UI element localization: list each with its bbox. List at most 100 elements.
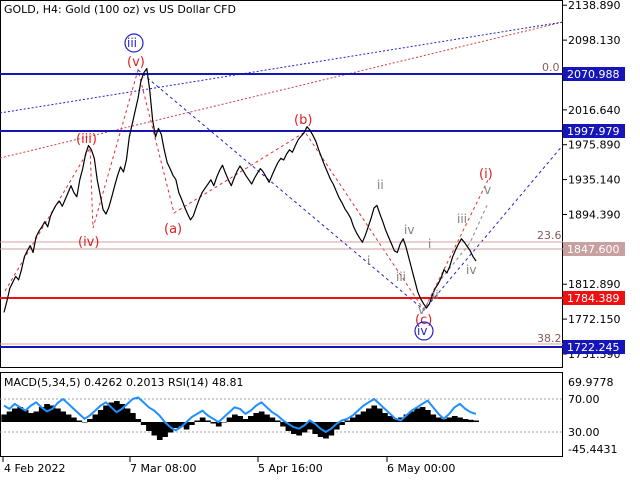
macd-bar	[312, 422, 319, 434]
macd-bar	[108, 402, 115, 422]
macd-bar	[65, 414, 72, 422]
wave-circle-blue-iv	[414, 321, 434, 341]
macd-bar	[12, 408, 18, 422]
time-label-2: 5 Apr 16:00	[258, 462, 323, 475]
fib-label-0: 0.0	[542, 61, 560, 74]
macd-bar	[140, 422, 147, 425]
macd-bar	[55, 408, 61, 422]
level-tag-1784-bg	[563, 291, 625, 305]
wave-label-gray-iv2: iv	[466, 263, 476, 277]
macd-bar	[425, 410, 431, 422]
macd-bar	[119, 404, 125, 422]
time-label-0: 4 Feb 2022	[4, 462, 65, 475]
macd-bar	[355, 414, 361, 422]
macd-bar	[76, 420, 83, 422]
wave-label-gray-v2: v	[484, 183, 491, 197]
wave-label-blue-iii: iii	[127, 36, 137, 50]
macd-histogram	[1, 401, 479, 440]
macd-bar	[323, 422, 329, 439]
time-label-3: 6 May 00:00	[387, 462, 455, 475]
macd-bar	[462, 419, 469, 422]
macd-bar	[258, 411, 265, 422]
macd-bar	[60, 411, 66, 422]
macd-bar	[194, 420, 201, 422]
macd-bar	[468, 419, 474, 423]
indicator-tick-min: -45.4431	[568, 443, 617, 456]
macd-bar	[350, 417, 356, 422]
wave-label-gray-iv: iv	[404, 223, 414, 237]
macd-bar	[264, 414, 270, 422]
level-tag-1784: 1784.389	[567, 292, 620, 305]
indicator-tick-30: 30.00	[568, 426, 600, 439]
wave-label-gray-iii2: iii	[457, 212, 467, 226]
macd-bar	[457, 417, 463, 422]
macd-bar	[280, 422, 286, 427]
macd-bar	[435, 417, 442, 422]
macd-bar	[189, 422, 195, 425]
macd-bar	[371, 405, 378, 422]
macd-bar	[414, 408, 420, 422]
wave-path-gray	[423, 202, 489, 311]
macd-bar	[49, 405, 56, 422]
level-tag-1722: 1722.245	[567, 341, 620, 354]
indicator-tick-max: 69.9778	[568, 376, 614, 389]
macd-bar	[17, 407, 24, 422]
level-tag-1847: 1847.600	[567, 243, 620, 256]
price-tick-label-0: 2138.890	[568, 0, 621, 12]
macd-bar	[446, 417, 453, 422]
macd-bar	[71, 417, 77, 422]
indicator-panel-frame	[0, 372, 563, 457]
macd-bar	[44, 404, 50, 422]
macd-bar	[226, 417, 233, 422]
macd-bar	[333, 422, 340, 430]
wave-label-gray-i: i	[367, 254, 370, 268]
macd-bar	[97, 410, 104, 422]
level-tag-2070-bg	[563, 67, 625, 81]
level-tag-2070: 2070.988	[567, 68, 620, 81]
macd-bar	[403, 414, 410, 422]
macd-bar	[6, 411, 13, 422]
macd-bar	[215, 422, 222, 427]
price-panel-frame	[0, 0, 563, 368]
macd-bar	[409, 411, 415, 422]
wave-label-red-i: (i)	[479, 167, 493, 182]
macd-bar	[392, 419, 399, 422]
macd-bar	[301, 422, 308, 433]
level-tag-1998-bg	[563, 124, 625, 138]
wave-label-red-c: (c)	[415, 313, 432, 328]
chart-title: GOLD, H4: Gold (100 oz) vs US Dollar CFD	[4, 3, 236, 16]
indicator-tick-70: 70.00	[568, 393, 600, 406]
fib-label-236: 23.6	[537, 229, 562, 242]
macd-bar	[183, 422, 190, 430]
fib-label-382: 38.2	[537, 332, 562, 345]
macd-bar	[173, 422, 179, 428]
macd-bar	[130, 413, 136, 422]
macd-bar	[22, 410, 29, 422]
macd-bar	[205, 420, 211, 422]
upper-channel-blue	[0, 21, 564, 114]
macd-bar	[156, 422, 163, 440]
wave-label-gray-i2: i	[428, 237, 431, 251]
wave-label-red-b: (b)	[294, 113, 312, 128]
macd-bar	[242, 419, 249, 422]
price-tick-label-9: 1772.150	[568, 313, 621, 326]
macd-bar	[178, 422, 184, 427]
macd-bar	[1, 414, 7, 422]
macd-bar	[419, 407, 426, 422]
macd-bar	[451, 416, 458, 422]
macd-bar	[366, 408, 372, 422]
macd-bar	[473, 420, 479, 422]
macd-bar	[162, 422, 168, 437]
macd-bar	[376, 408, 383, 422]
macd-bar	[253, 413, 260, 422]
macd-bar	[269, 417, 276, 422]
wave-label-red-a: (a)	[164, 222, 182, 237]
level-tag-1722-bg	[563, 340, 625, 354]
price-tick-label-6: 1894.390	[568, 208, 621, 221]
macd-bar	[221, 422, 227, 423]
macd-bar	[344, 420, 351, 422]
macd-bar	[135, 419, 142, 422]
macd-bar	[232, 414, 238, 422]
wave-circle-blue-iii	[124, 33, 144, 53]
macd-bar	[248, 416, 254, 422]
